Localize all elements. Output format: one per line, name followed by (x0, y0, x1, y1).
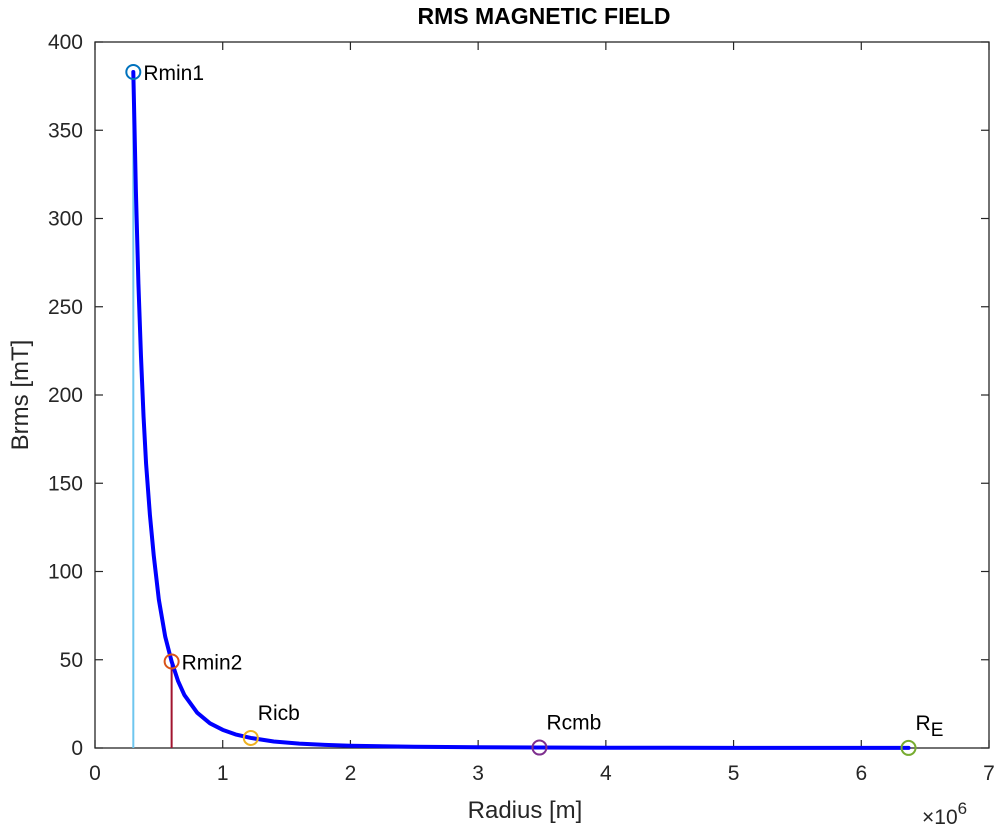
x-axis-exponent: ×106 (922, 799, 967, 829)
y-tick-label: 300 (48, 208, 83, 231)
series-line (131, 70, 911, 750)
y-axis-label: Brms [mT] (7, 340, 34, 451)
marker-label-text: Rcmb (546, 712, 601, 735)
y-axis: 0 50 100 150 200 250 300 350 400 (48, 31, 989, 760)
marker-label-subscript: E (931, 720, 944, 741)
y-tick-label: 200 (48, 384, 83, 407)
marker-ricb (242, 729, 259, 746)
y-tick-label: 150 (48, 472, 83, 495)
marker-label: Rcmb (546, 712, 601, 735)
x-tick-label: 5 (728, 762, 740, 785)
y-tick-label: 350 (48, 119, 83, 142)
x-tick-label: 3 (472, 762, 484, 785)
plot-area-frame (94, 41, 990, 749)
marker-label-text: Rmin2 (182, 652, 243, 675)
x-axis-exponent-power: 6 (958, 799, 967, 818)
y-tick-label: 250 (48, 296, 83, 319)
marker-label: Ricb (258, 702, 300, 725)
marker-label: RE (916, 712, 944, 741)
x-tick-label: 7 (983, 762, 995, 785)
x-axis-exponent-base: ×10 (922, 806, 958, 829)
y-tick-label: 400 (48, 31, 83, 54)
x-tick-label: 2 (345, 762, 357, 785)
marker-rcmb (531, 739, 548, 756)
reference-lines (132, 72, 173, 748)
marker-label-text: R (916, 712, 931, 735)
y-tick-label: 0 (71, 737, 83, 760)
series-layer (131, 70, 911, 750)
x-axis-label: Radius [m] (468, 797, 583, 824)
marker-label: Rmin1 (143, 62, 204, 85)
marker-rmin2 (163, 653, 180, 670)
x-tick-label: 0 (89, 762, 101, 785)
x-tick-label: 4 (600, 762, 612, 785)
x-tick-label: 6 (855, 762, 867, 785)
y-tick-label: 50 (60, 649, 83, 672)
marker-rmin1 (125, 64, 142, 81)
marker-label-text: Rmin1 (143, 62, 204, 85)
x-tick-label: 1 (217, 762, 229, 785)
chart-title: RMS MAGNETIC FIELD (418, 3, 671, 29)
y-tick-label: 100 (48, 561, 83, 584)
marker-label-text: Ricb (258, 702, 300, 725)
marker-label: Rmin2 (182, 652, 243, 675)
markers-layer: Rmin1 Rmin2 Ricb Rcmb RE (125, 62, 944, 756)
marker-re (900, 739, 917, 756)
